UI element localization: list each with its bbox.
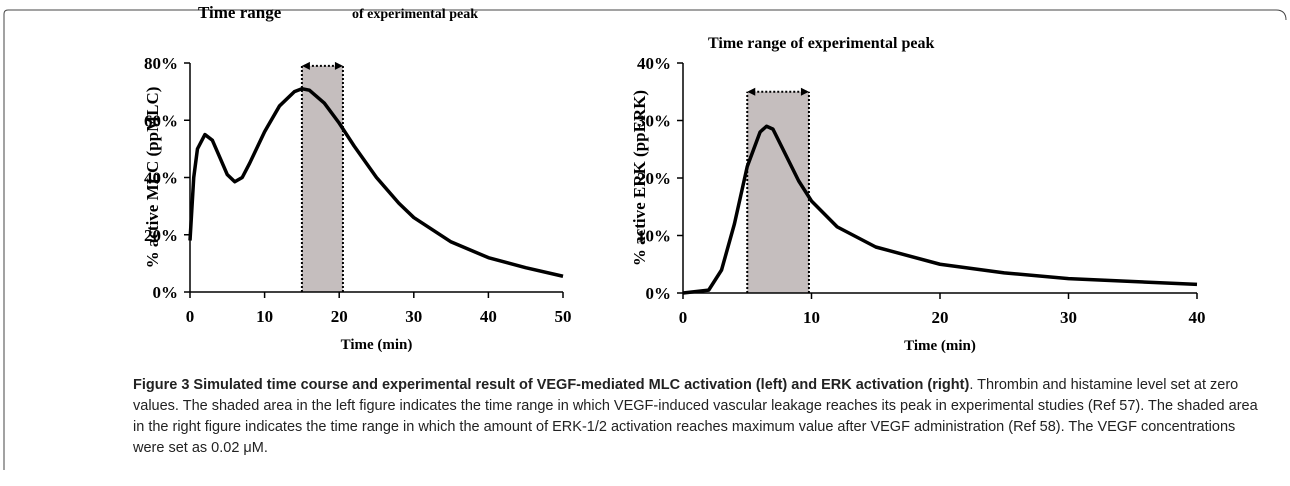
x-tick-label: 20 bbox=[932, 308, 949, 327]
range-border bbox=[746, 91, 810, 293]
y-axis-label: % active MLC (ppMLC) bbox=[143, 87, 162, 269]
x-axis-label: Time (min) bbox=[341, 337, 413, 353]
annotation: of experimental peak bbox=[352, 7, 478, 22]
y-tick-label: 40% bbox=[637, 54, 671, 73]
shaded-range bbox=[747, 91, 809, 293]
x-tick-label: 40 bbox=[1189, 308, 1206, 327]
y-axis-label: % active ERK (ppERK) bbox=[630, 90, 649, 266]
y-tick-label: 10% bbox=[637, 227, 671, 246]
y-tick-label: 60% bbox=[144, 111, 178, 130]
x-tick-label: 10 bbox=[256, 307, 273, 326]
y-tick-label: 80% bbox=[144, 54, 178, 73]
y-tick-label: 30% bbox=[637, 112, 671, 131]
y-tick-label: 0% bbox=[153, 283, 179, 302]
x-tick-label: 20 bbox=[331, 307, 348, 326]
y-tick-label: 0% bbox=[646, 284, 672, 303]
y-tick-label: 20% bbox=[637, 169, 671, 188]
curve bbox=[188, 87, 564, 278]
range-border bbox=[300, 65, 344, 292]
caption-title: Figure 3 Simulated time course and exper… bbox=[133, 377, 970, 393]
curve bbox=[682, 124, 1198, 295]
frame bbox=[3, 9, 1287, 470]
x-tick-label: 30 bbox=[1060, 308, 1077, 327]
x-tick-label: 0 bbox=[679, 308, 688, 327]
x-axis-label: Time (min) bbox=[904, 338, 976, 354]
caption-text: . Thrombin and histamine level set at ze… bbox=[133, 377, 1258, 456]
x-tick-label: 30 bbox=[405, 307, 422, 326]
x-tick-label: 10 bbox=[803, 308, 820, 327]
y-tick-label: 40% bbox=[144, 169, 178, 188]
annotation: Time range bbox=[198, 3, 282, 22]
x-tick-label: 40 bbox=[480, 307, 497, 326]
annotation: Time range of experimental peak bbox=[708, 35, 934, 52]
x-tick-label: 50 bbox=[555, 307, 572, 326]
caption: Figure 3 Simulated time course and exper… bbox=[133, 375, 1268, 459]
y-tick-label: 20% bbox=[144, 226, 178, 245]
x-tick-label: 0 bbox=[186, 307, 195, 326]
